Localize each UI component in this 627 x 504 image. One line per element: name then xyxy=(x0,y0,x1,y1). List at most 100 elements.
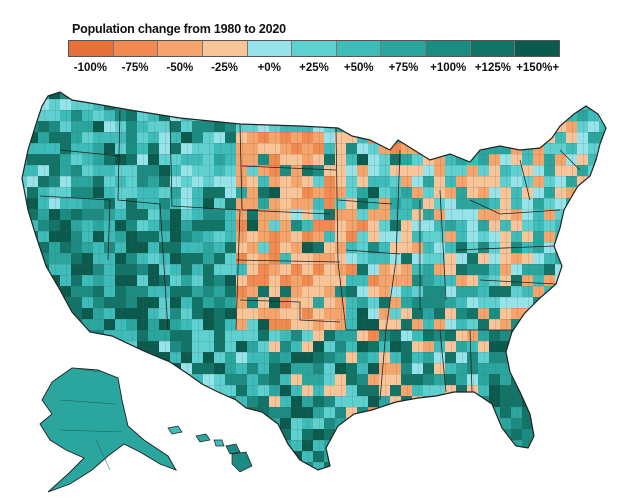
county-cell xyxy=(22,330,27,341)
county-cell xyxy=(467,99,478,110)
county-cell xyxy=(379,132,390,143)
county-cell xyxy=(159,440,170,451)
county-cell xyxy=(511,110,522,121)
legend-label: +25% xyxy=(299,62,329,74)
county-cell xyxy=(588,231,599,242)
county-cell xyxy=(258,418,269,429)
county-cell xyxy=(247,110,258,121)
county-cell xyxy=(588,418,599,429)
county-cell xyxy=(181,92,192,99)
county-cell xyxy=(577,418,588,429)
county-cell xyxy=(555,396,566,407)
county-cell xyxy=(104,341,115,352)
county-cell xyxy=(599,92,606,99)
county-cell xyxy=(203,418,214,429)
county-cell xyxy=(544,385,555,396)
county-cell xyxy=(610,462,621,473)
county-cell xyxy=(522,462,533,470)
county-cell xyxy=(22,297,27,308)
county-cell xyxy=(489,121,500,132)
county-cell xyxy=(258,473,269,484)
county-cell xyxy=(192,418,203,429)
county-cell xyxy=(588,176,599,187)
county-cell xyxy=(368,110,379,121)
county-cell xyxy=(148,385,159,396)
county-cell xyxy=(588,407,599,418)
legend-swatch xyxy=(292,41,337,56)
county-cell xyxy=(412,407,423,418)
county-cell xyxy=(126,462,137,470)
county-cell xyxy=(236,429,247,440)
county-cell xyxy=(599,143,606,154)
county-cell xyxy=(412,473,423,484)
county-cell xyxy=(555,286,566,297)
county-cell xyxy=(280,110,291,121)
county-cell xyxy=(434,92,445,99)
county-cell xyxy=(555,385,566,396)
county-cell xyxy=(258,462,269,470)
county-cell xyxy=(610,143,621,154)
county-cell xyxy=(38,352,49,363)
county-cell xyxy=(269,451,280,462)
county-cell xyxy=(599,231,606,242)
county-cell xyxy=(203,110,214,121)
county-cell xyxy=(533,110,544,121)
county-cell xyxy=(533,341,544,352)
county-cell xyxy=(104,363,115,374)
county-cell xyxy=(555,308,566,319)
county-cell xyxy=(599,99,606,110)
county-cell xyxy=(588,429,599,440)
county-cell xyxy=(170,473,181,484)
county-cell xyxy=(467,440,478,451)
county-cell xyxy=(22,264,27,275)
county-cell xyxy=(22,121,27,132)
county-cell xyxy=(478,418,489,429)
county-cell xyxy=(60,319,71,330)
county-cell xyxy=(181,385,192,396)
county-cell xyxy=(247,440,258,451)
county-cell xyxy=(22,462,27,470)
county-cell xyxy=(203,451,214,462)
county-cell xyxy=(599,187,606,198)
county-cell xyxy=(27,242,38,253)
county-cell xyxy=(566,275,577,286)
county-cell xyxy=(346,110,357,121)
county-cell xyxy=(456,143,467,154)
county-cell xyxy=(49,352,60,363)
county-cell xyxy=(522,473,533,484)
county-cell xyxy=(412,92,423,99)
county-cell xyxy=(577,341,588,352)
county-cell xyxy=(170,451,181,462)
county-cell xyxy=(599,165,606,176)
county-cell xyxy=(456,462,467,470)
county-cell xyxy=(588,297,599,308)
county-cell xyxy=(434,99,445,110)
county-cell xyxy=(544,462,555,470)
county-cell xyxy=(599,209,606,220)
county-cell xyxy=(82,352,93,363)
county-cell xyxy=(214,407,225,418)
county-cell xyxy=(555,92,566,99)
legend-label: -75% xyxy=(121,62,149,74)
county-cell xyxy=(236,407,247,418)
county-cell xyxy=(434,418,445,429)
county-cell xyxy=(38,275,49,286)
county-cell xyxy=(610,385,621,396)
county-cell xyxy=(533,462,544,470)
county-cell xyxy=(22,374,27,385)
county-cell xyxy=(412,110,423,121)
county-cell xyxy=(203,407,214,418)
county-cell xyxy=(467,396,478,407)
county-cell xyxy=(500,132,511,143)
county-cell xyxy=(445,451,456,462)
county-cell xyxy=(445,99,456,110)
county-cell xyxy=(511,341,522,352)
county-cell xyxy=(258,110,269,121)
county-cell xyxy=(302,99,313,110)
county-cell xyxy=(478,121,489,132)
county-cell xyxy=(22,220,27,231)
county-cell xyxy=(434,143,445,154)
county-cell xyxy=(27,429,38,440)
county-cell xyxy=(489,110,500,121)
county-cell xyxy=(159,385,170,396)
